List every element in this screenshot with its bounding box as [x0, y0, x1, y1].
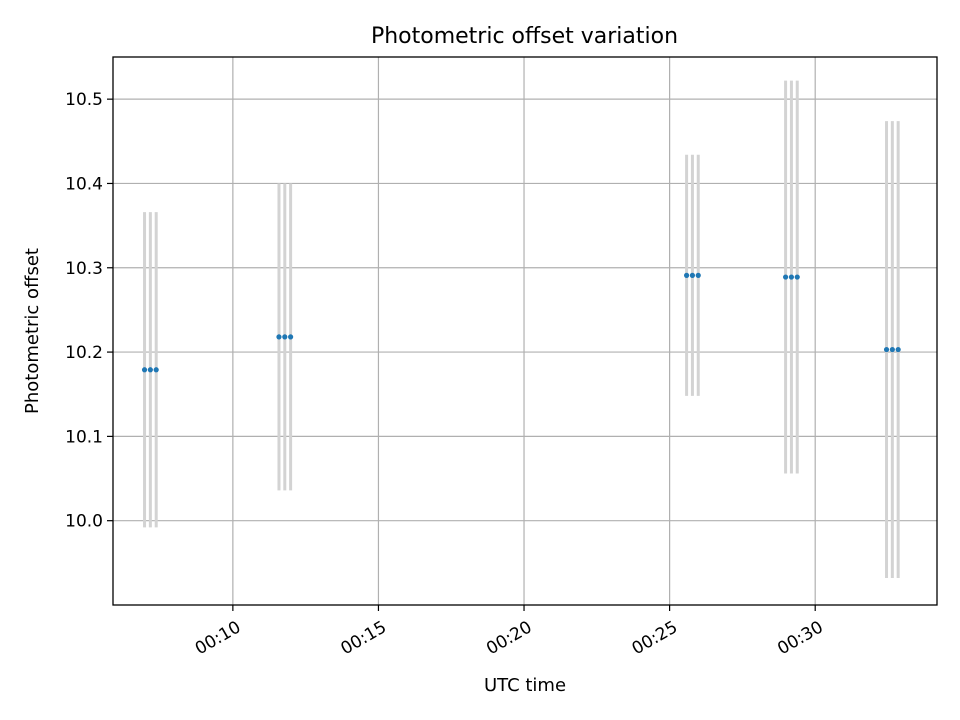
- data-point: [883, 346, 890, 353]
- y-tick-label: 10.2: [65, 343, 103, 363]
- plot-frame: [112, 56, 938, 606]
- data-point: [288, 334, 294, 340]
- y-axis-ticks: 10.0 10.1 10.2 10.3 10.4 10.5: [65, 90, 113, 532]
- chart-title: Photometric offset variation: [371, 24, 678, 49]
- y-axis-label: Photometric offset: [22, 248, 43, 414]
- x-tick-label: 00:20: [483, 617, 535, 659]
- data-point: [147, 367, 153, 373]
- data-points: [141, 272, 901, 373]
- data-point: [889, 346, 895, 353]
- data-point: [153, 367, 159, 373]
- x-axis-ticks: 00:10 00:15 00:20 00:25 00:30: [192, 605, 827, 659]
- data-point: [282, 334, 288, 340]
- x-tick-label: 00:15: [338, 617, 390, 659]
- y-tick-label: 10.4: [65, 174, 103, 194]
- data-point: [794, 274, 800, 280]
- y-tick-label: 10.5: [65, 90, 103, 110]
- x-tick-label: 00:25: [629, 617, 681, 659]
- x-tick-label: 00:30: [774, 617, 826, 659]
- data-point: [695, 272, 701, 278]
- x-axis-label: UTC time: [484, 675, 566, 696]
- data-point: [683, 272, 690, 278]
- grid: [113, 57, 937, 605]
- data-point: [276, 334, 282, 340]
- error-bars: [143, 80, 900, 579]
- y-tick-label: 10.1: [65, 427, 103, 447]
- data-point: [141, 367, 148, 373]
- y-tick-label: 10.3: [65, 259, 103, 279]
- y-tick-label: 10.0: [65, 512, 103, 532]
- data-point: [782, 274, 789, 280]
- x-tick-label: 00:10: [192, 617, 244, 659]
- data-point: [689, 272, 696, 278]
- data-point: [895, 346, 901, 353]
- data-point: [788, 274, 795, 280]
